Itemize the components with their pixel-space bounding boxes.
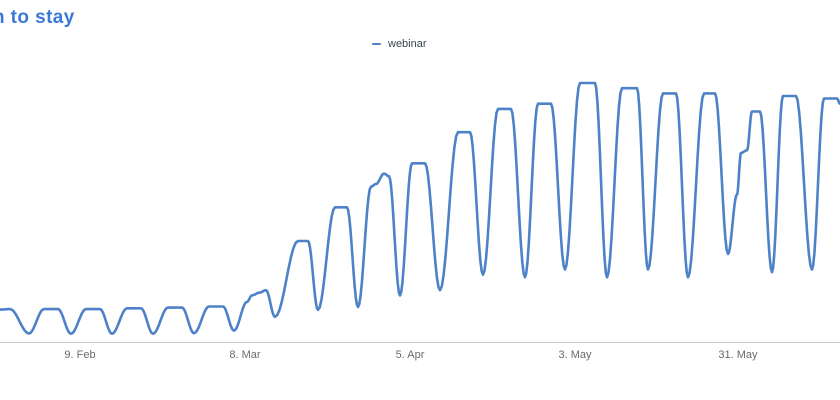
page-title: n to stay: [0, 7, 75, 28]
legend-label: webinar: [388, 38, 427, 50]
legend: webinar: [372, 38, 427, 50]
webinar-trend-line: [0, 81, 840, 335]
legend-line-swatch: [372, 43, 381, 45]
